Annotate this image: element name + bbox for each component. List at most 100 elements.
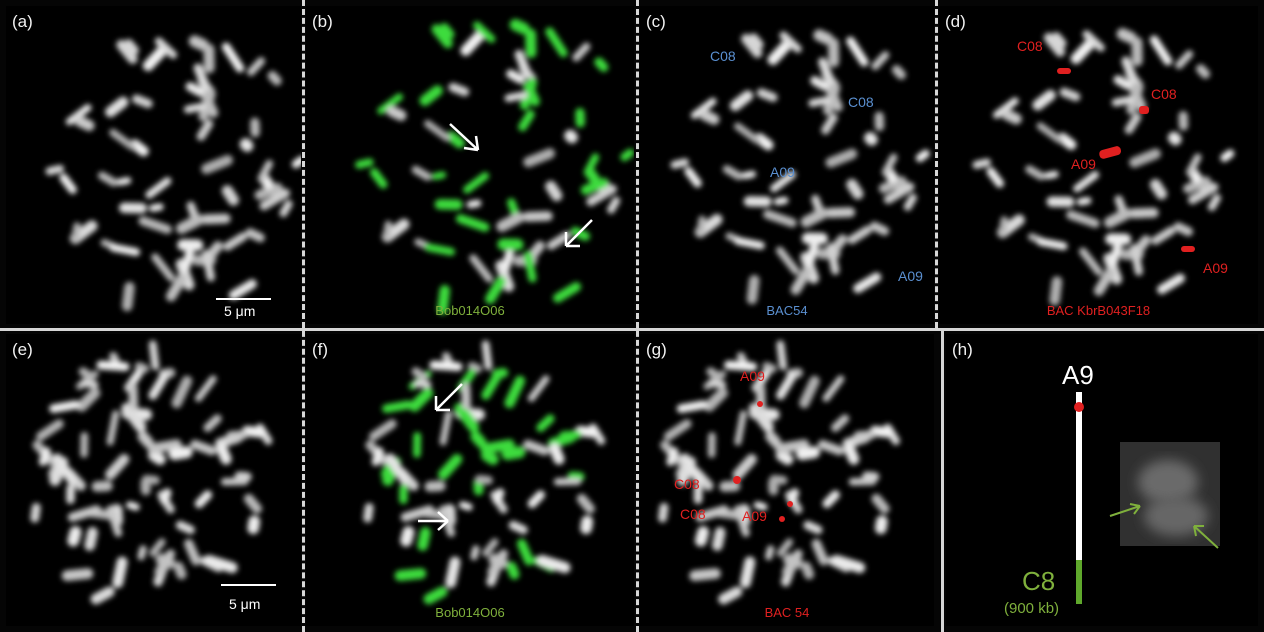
chromosome [434,199,463,210]
chromosome [485,276,506,305]
chromosome [481,371,502,400]
chromosome [66,484,75,505]
chromosome [386,105,407,121]
chromosome [724,360,758,372]
chromosome [594,57,609,72]
panel-label: (e) [12,340,33,359]
inset-micrograph [1120,442,1220,546]
chromosome [506,561,520,580]
chromosome [469,254,494,283]
chromosome [776,340,787,371]
chromosome [121,402,147,433]
chromosome [518,109,535,132]
chromosome [76,387,101,412]
chromosome [126,501,140,511]
chromosome [417,527,431,551]
chromosome [196,119,214,141]
chromosome [514,49,532,79]
chromosome [116,39,138,64]
chromosome [112,556,128,589]
chromosome [536,414,555,432]
chromosome [184,538,201,566]
chromosome [400,505,434,522]
chromosome [137,431,154,448]
chromosome [522,211,553,222]
chromosome [399,484,408,505]
chromosome [154,37,178,59]
chromosome [1036,237,1068,251]
chromosome [185,82,205,97]
chromosome [795,446,821,461]
chromosome [431,24,453,49]
chromosome [1151,226,1176,245]
chromosome [1113,75,1133,90]
chromosome [1076,196,1092,206]
chromosome [194,375,217,402]
chromosome [492,488,505,505]
panel-h: (h) A9 C8 (900 kb) [946,334,1258,626]
chromosome [59,173,77,194]
chromosome [695,505,729,522]
chromosome [473,21,496,43]
chromosome [1207,193,1222,212]
chromosome [776,538,794,557]
chromosome [753,501,768,511]
chromosome [1066,210,1100,228]
chromosome [545,180,563,202]
chromosome [74,115,95,132]
chromosome [811,538,829,566]
chromosome [149,538,166,557]
chromosome [247,515,261,535]
chromosome [741,33,763,58]
chromosome [175,258,195,291]
chromosome [782,549,803,577]
chromosome [773,196,789,206]
chromosome [874,515,888,535]
chromosome [1178,111,1189,131]
chromosome [706,367,723,382]
chromosome [67,526,82,547]
chromosome [993,97,1019,119]
chromosome [148,203,164,212]
chromosome [846,178,864,200]
panel-g: (g) A09 C08 C08 A09 BAC 54 [640,334,934,626]
chromosome [445,131,465,149]
chromosome [1220,149,1235,162]
chromosome [1186,153,1202,176]
chromosome [106,505,123,537]
chromosome [869,221,890,236]
chromosome [460,29,486,56]
chromosome [201,154,233,175]
chromosome [770,170,797,193]
micrograph [355,19,634,315]
chromosome [722,165,743,181]
panel-label: (b) [312,12,333,31]
chromosome [355,158,374,169]
chromosome [1183,176,1211,194]
micrograph [670,29,930,305]
chromosome [474,475,493,485]
chromosome [810,76,829,91]
chromosome [190,439,217,456]
chromosome [487,549,509,577]
panel-label: (a) [12,12,33,31]
arrow-icon [1193,525,1219,549]
chromosome [223,232,248,251]
locus-label: A09 [740,368,765,384]
chromosome [847,225,872,245]
chromosome [707,432,716,458]
chromosome [891,65,906,80]
chromosome [466,199,482,209]
chromosome [181,248,195,272]
panel-label: (d) [945,12,966,31]
chromosome [124,39,139,55]
chromosome [516,538,534,566]
chromosome [523,148,556,168]
chromosome [1111,95,1135,107]
chromosome [194,490,213,509]
chromosome [377,93,404,115]
chromosome [419,85,443,106]
chromosome [748,402,774,433]
chromosome [1149,179,1168,200]
arrow-icon [434,383,463,412]
